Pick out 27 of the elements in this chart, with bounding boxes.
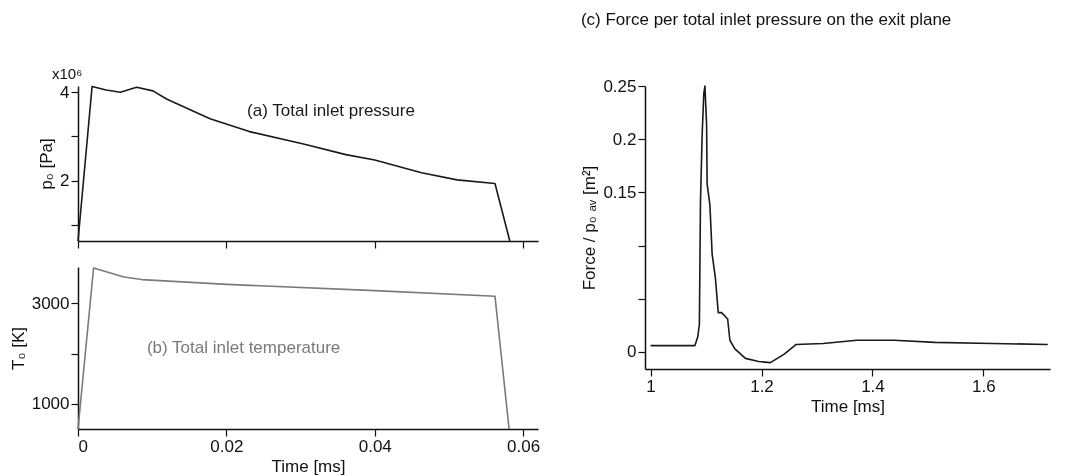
x-tick-label: 1.2 bbox=[750, 376, 774, 396]
y-tick-label: 4 bbox=[60, 82, 70, 102]
x-tick-label: 1.4 bbox=[861, 376, 885, 396]
y-tick-label: 3000 bbox=[31, 293, 70, 313]
x-tick-label: 1 bbox=[646, 376, 656, 396]
y-tick-label: 2 bbox=[60, 171, 70, 191]
line-series bbox=[77, 267, 510, 430]
x-axis-title: Time [ms] bbox=[811, 396, 885, 416]
y-tick-label: 0.15 bbox=[603, 182, 637, 202]
x-tick-label: 0 bbox=[78, 436, 88, 456]
x-tick-label: 1.6 bbox=[972, 376, 996, 396]
text: x10⁶ bbox=[52, 65, 83, 82]
y-tick-label: 0.25 bbox=[603, 76, 637, 96]
series-label: (a) Total inlet pressure bbox=[247, 100, 415, 120]
x-tick-label: 0.02 bbox=[210, 436, 244, 456]
y-tick-label: 0 bbox=[627, 342, 637, 362]
y-tick-label: 0.2 bbox=[612, 129, 637, 149]
y-tick-label: 1000 bbox=[31, 394, 70, 414]
chart-title: (c) Force per total inlet pressure on the exit plane bbox=[580, 10, 952, 29]
y-axis-title: p₀ [Pa] bbox=[37, 138, 57, 190]
x-tick-label: 0.04 bbox=[358, 436, 392, 456]
x-axis-title: Time [ms] bbox=[271, 456, 346, 476]
y-axis-title: T₀ [K] bbox=[8, 327, 28, 370]
line-series bbox=[649, 85, 1049, 364]
x-tick-label: 0.06 bbox=[507, 436, 541, 456]
y-axis-title: Force / p₀ ₐᵥ [m²] bbox=[580, 165, 600, 291]
text: (b) Total inlet temperature bbox=[146, 338, 341, 357]
